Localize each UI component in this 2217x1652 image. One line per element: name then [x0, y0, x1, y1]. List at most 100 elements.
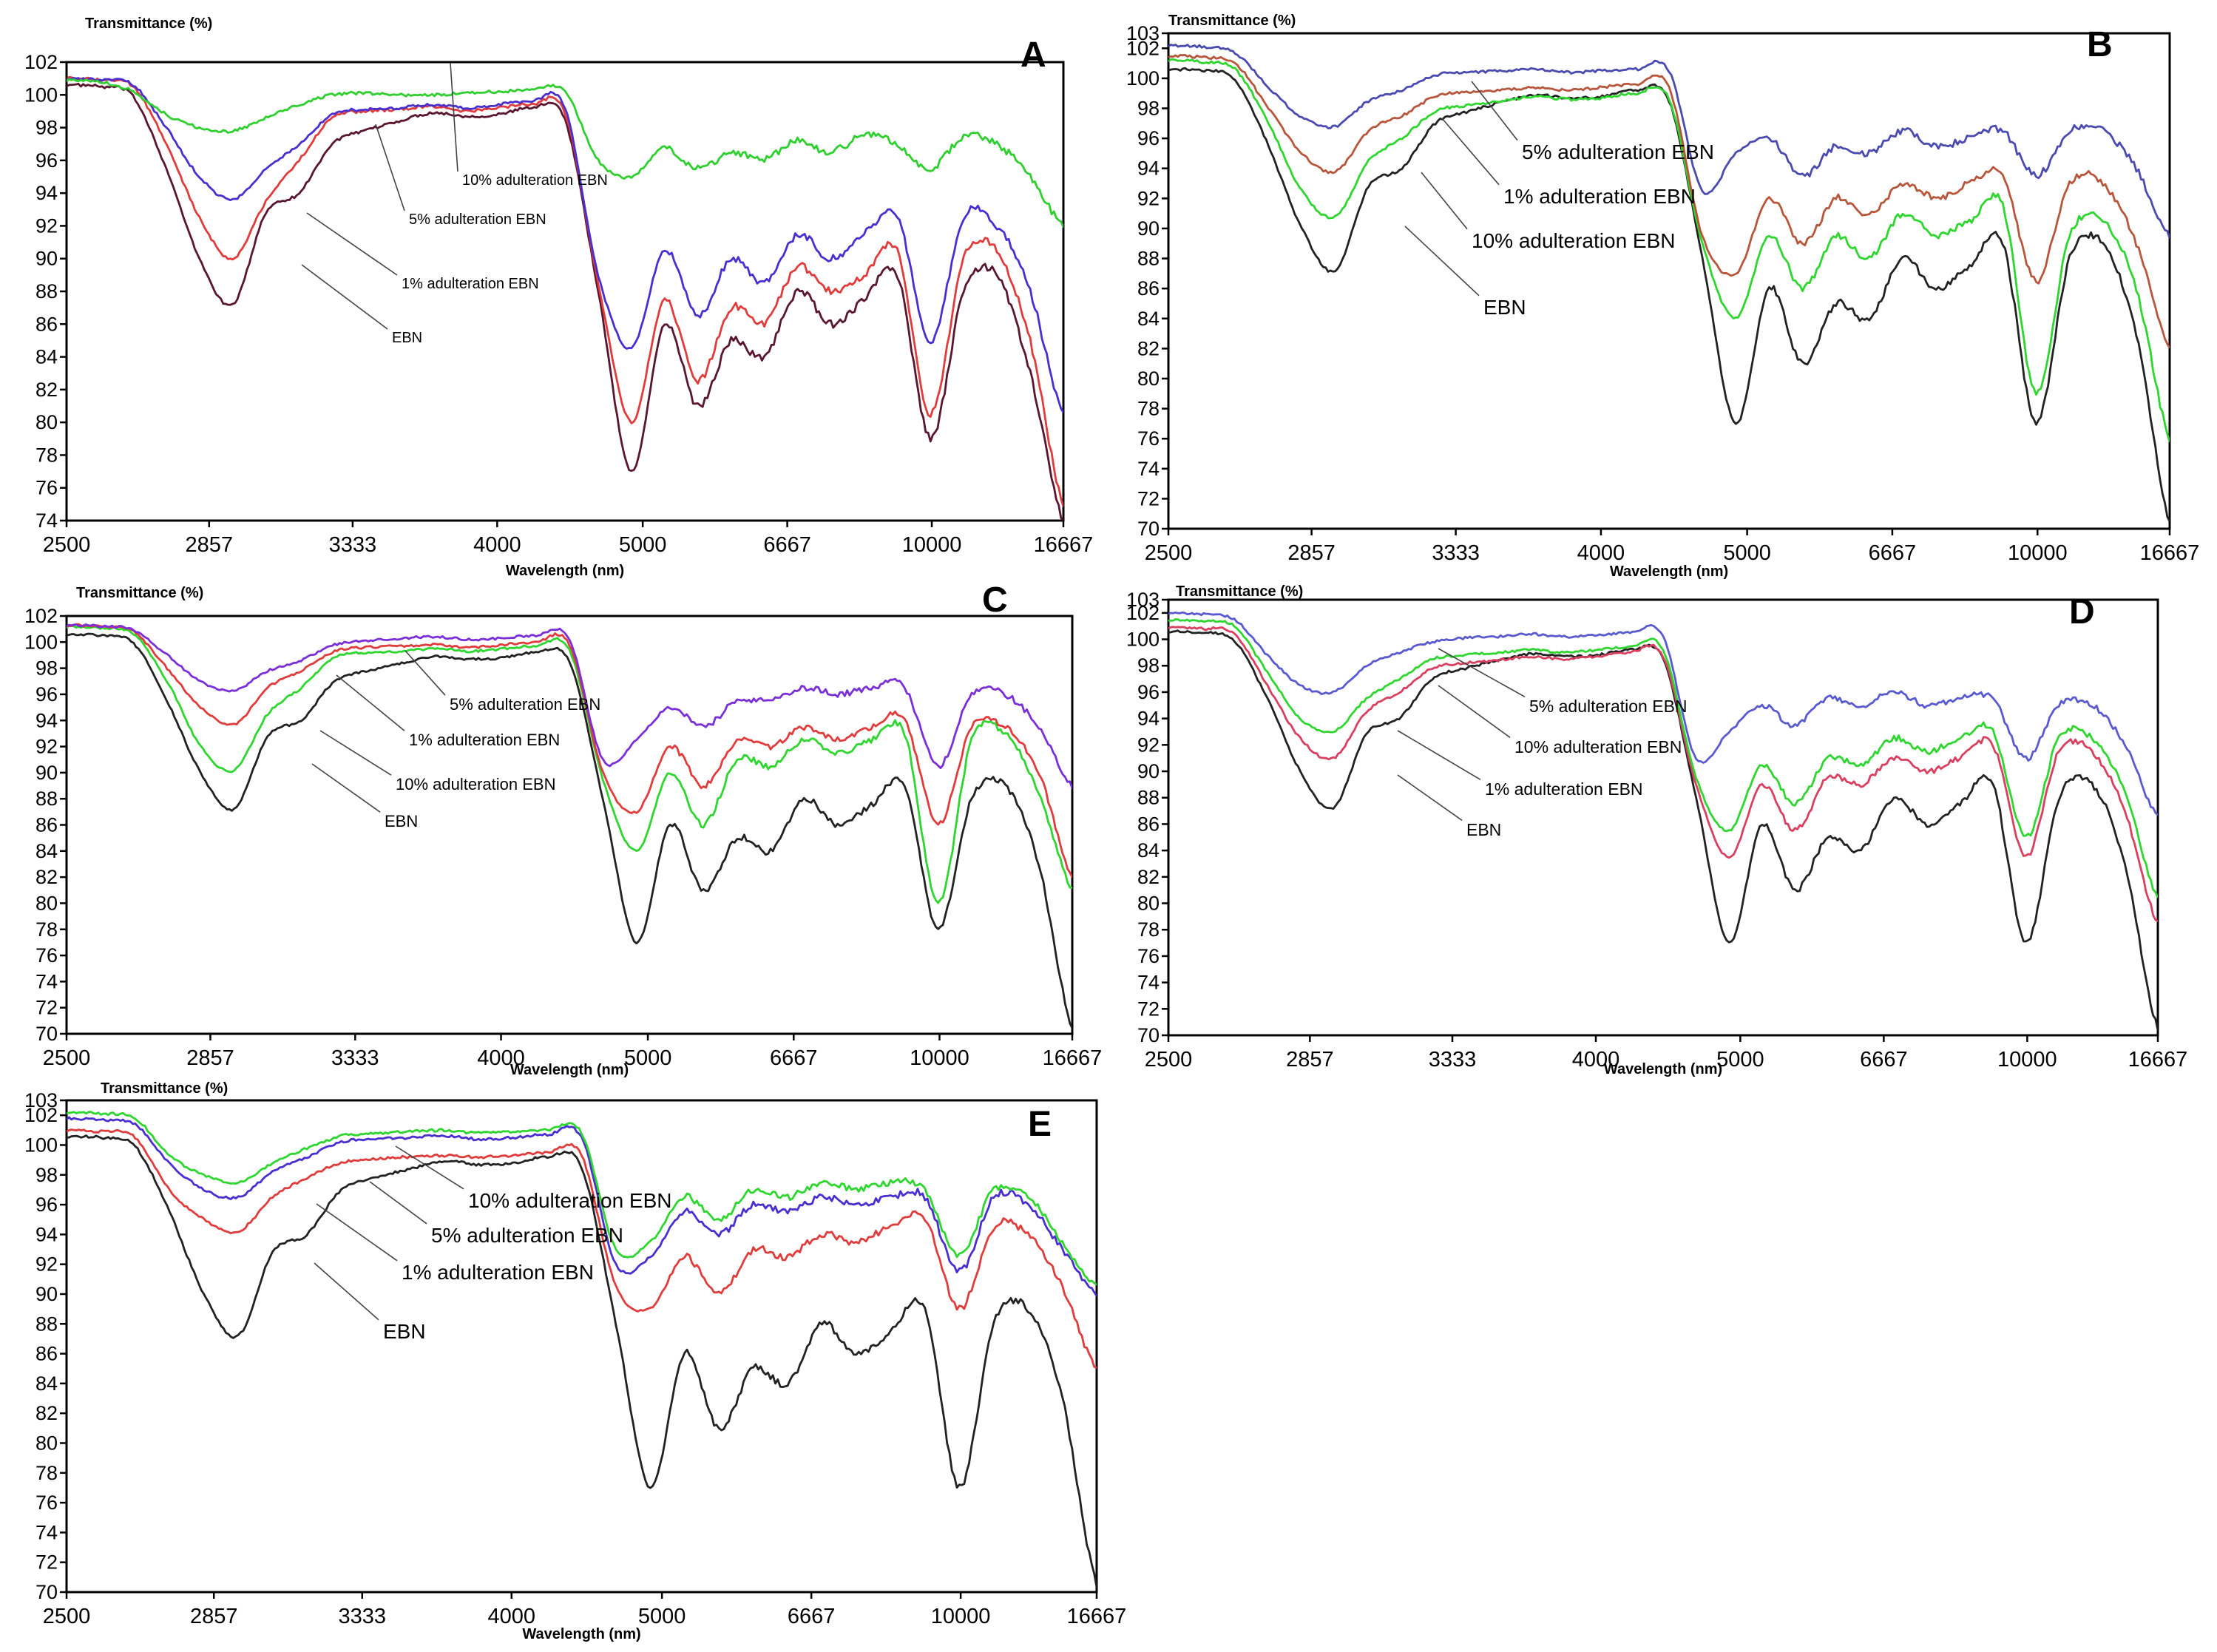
annotation-label: 10% adulteration EBN	[1514, 737, 1682, 756]
plot-frame	[1167, 32, 2171, 530]
y-tick-label: 88	[1137, 248, 1160, 270]
y-tick-label: 84	[35, 346, 58, 368]
plot-frame	[65, 1099, 1098, 1594]
series-line-5-adulteration-ebn	[67, 1116, 1097, 1297]
series-line-10-adulteration-ebn	[67, 624, 1072, 904]
annotation-label: 10% adulteration EBN	[396, 775, 555, 793]
series-line-5-adulteration-ebn	[1168, 611, 2158, 816]
series-line-10-adulteration-ebn	[67, 78, 1063, 228]
annotation-label: EBN	[392, 330, 422, 346]
x-axis-label: Wavelength (nm)	[522, 1626, 640, 1642]
x-tick-label: 4000	[488, 1605, 536, 1628]
series-line-10-adulteration-ebn	[1168, 58, 2170, 442]
x-tick-label: 10000	[902, 533, 962, 557]
y-tick-label: 96	[35, 149, 58, 172]
y-axis-label: Transmittance (%)	[101, 1080, 228, 1097]
x-tick-label: 4000	[477, 1046, 525, 1070]
x-tick-label: 3333	[1429, 1048, 1477, 1072]
y-tick-label: 82	[1137, 866, 1160, 888]
annotation-leader-line	[1397, 774, 1463, 821]
annotation-leader-line	[1421, 172, 1468, 230]
plot-frame	[1167, 598, 2159, 1037]
series-line-ebn	[67, 82, 1063, 521]
annotation-label: 5% adulteration EBN	[1529, 697, 1688, 716]
y-tick-label: 96	[1137, 681, 1160, 703]
series-line-1-adulteration-ebn	[1168, 626, 2158, 923]
annotation-label: 5% adulteration EBN	[1522, 141, 1714, 163]
y-tick-label: 76	[1137, 945, 1160, 967]
x-tick-label: 2500	[43, 1605, 91, 1628]
series-line-ebn	[67, 632, 1072, 1029]
annotation-leader-line	[369, 1181, 427, 1225]
panel-letter: C	[982, 580, 1008, 620]
x-tick-label: 3333	[329, 533, 377, 557]
x-tick-label: 5000	[1723, 541, 1771, 565]
y-tick-label: 96	[35, 1194, 58, 1216]
x-tick-label: 4000	[1572, 1048, 1620, 1072]
annotation-leader-line	[1404, 226, 1480, 297]
y-tick-label: 88	[35, 280, 58, 302]
y-tick-label: 90	[1137, 760, 1160, 782]
y-tick-label: 94	[1137, 708, 1160, 730]
annotation-label: 10% adulteration EBN	[468, 1189, 672, 1212]
y-tick-label: 86	[1137, 813, 1160, 835]
y-tick-label: 90	[1137, 217, 1160, 240]
x-tick-label: 10000	[2008, 541, 2068, 565]
panel-letter: E	[1028, 1105, 1052, 1144]
y-tick-label: 82	[35, 866, 58, 888]
y-tick-label: 74	[1137, 458, 1160, 480]
y-tick-label: 74	[35, 1521, 58, 1543]
series-line-5-adulteration-ebn	[67, 623, 1072, 789]
x-tick-label: 6667	[770, 1046, 818, 1070]
y-tick-label: 84	[35, 840, 58, 862]
y-tick-label: 96	[35, 683, 58, 705]
annotation-label: 1% adulteration EBN	[402, 276, 539, 292]
x-tick-label: 2500	[1145, 1048, 1193, 1072]
y-tick-label: 92	[35, 1253, 58, 1276]
x-tick-label: 2857	[186, 533, 234, 557]
y-tick-label: 76	[1137, 427, 1160, 450]
annotation-label: 5% adulteration EBN	[409, 211, 546, 228]
panel-letter: B	[2087, 25, 2113, 64]
y-tick-label: 102	[1126, 37, 1160, 59]
annotation-leader-line	[311, 763, 381, 813]
x-tick-label: 5000	[638, 1605, 686, 1628]
x-tick-label: 3333	[1432, 541, 1480, 565]
x-tick-label: 3333	[339, 1605, 387, 1628]
y-tick-label: 102	[24, 51, 58, 73]
y-tick-label: 92	[35, 214, 58, 237]
y-tick-label: 74	[35, 970, 58, 992]
y-tick-label: 70	[1137, 1024, 1160, 1046]
y-tick-label: 90	[35, 762, 58, 784]
annotation-leader-line	[1397, 730, 1481, 780]
y-tick-label: 78	[35, 444, 58, 466]
x-tick-label: 2500	[1145, 541, 1193, 565]
y-tick-label: 76	[35, 1492, 58, 1514]
annotation-label: 1% adulteration EBN	[1485, 779, 1643, 799]
x-tick-label: 5000	[1716, 1048, 1764, 1072]
x-tick-label: 2857	[1286, 1048, 1334, 1072]
y-tick-label: 102	[24, 605, 58, 627]
y-tick-label: 98	[35, 117, 58, 139]
annotation-leader-line	[306, 212, 398, 276]
y-tick-label: 86	[1137, 277, 1160, 299]
y-tick-label: 80	[1137, 368, 1160, 390]
x-tick-label: 4000	[1577, 541, 1625, 565]
y-tick-label: 98	[35, 657, 58, 680]
panel-a: 74 76 78 80 82 84 86 88 90 92 94 96 98 100 102 2500 2857…	[24, 16, 1093, 579]
x-tick-label: 4000	[473, 533, 521, 557]
y-tick-label: 76	[35, 477, 58, 499]
y-tick-label: 100	[1126, 629, 1160, 651]
annotation-leader-line	[395, 1145, 464, 1190]
y-tick-label: 92	[1137, 734, 1160, 756]
y-tick-label: 70	[35, 1023, 58, 1045]
y-tick-label: 98	[1137, 654, 1160, 677]
y-tick-label: 100	[24, 84, 58, 106]
annotation-label: EBN	[1483, 296, 1526, 319]
y-tick-label: 98	[1137, 98, 1160, 120]
annotation-leader-line	[375, 123, 405, 211]
y-axis-label: Transmittance (%)	[85, 16, 212, 32]
y-tick-label: 86	[35, 313, 58, 335]
